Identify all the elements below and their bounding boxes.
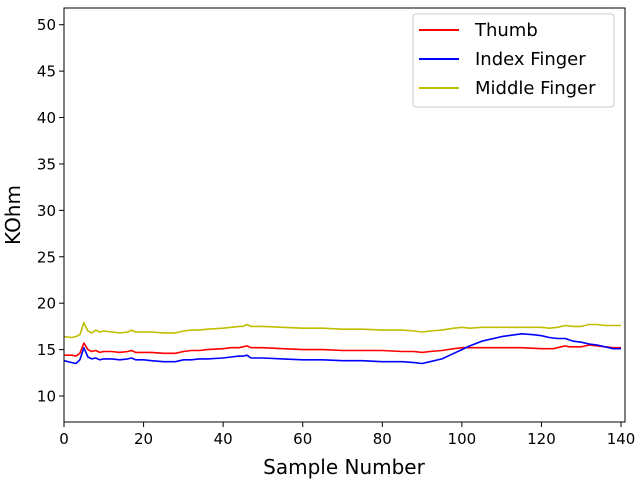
x-tick-label: 120 (527, 430, 556, 448)
axis-ticks: 0 20 40 60 80 100 120 140 10 15 20 25 30 35 40 45 50 (37, 16, 635, 448)
y-tick-label: 25 (37, 248, 56, 266)
y-tick-label: 40 (37, 109, 56, 127)
series-line-index-finger (63, 332, 621, 365)
y-tick-label: 50 (37, 16, 56, 34)
x-tick-label: 60 (293, 430, 312, 448)
y-tick-label: 10 (37, 388, 56, 406)
series-line-middle-finger (63, 321, 621, 339)
legend-label: Thumb (474, 20, 538, 41)
legend-label: Middle Finger (475, 78, 596, 99)
y-tick-label: 30 (37, 202, 56, 220)
plot-frame (63, 7, 626, 423)
x-tick-label: 40 (214, 430, 233, 448)
legend-label: Index Finger (475, 49, 586, 70)
series-line-thumb (64, 342, 621, 357)
y-tick-label: 35 (37, 155, 56, 173)
series-lines (63, 321, 621, 365)
x-tick-label: 100 (448, 430, 477, 448)
x-tick-label: 80 (373, 430, 392, 448)
x-tick-label: 140 (607, 430, 636, 448)
x-tick-label: 20 (134, 430, 153, 448)
x-axis-label: Sample Number (263, 455, 425, 479)
y-tick-label: 15 (37, 341, 56, 359)
y-axis-label: KOhm (1, 185, 25, 245)
x-tick-label: 0 (59, 430, 69, 448)
legend: Thumb Index Finger Middle Finger (412, 13, 615, 108)
y-tick-label: 20 (37, 295, 56, 313)
y-tick-label: 45 (37, 63, 56, 81)
legend-box (412, 13, 615, 108)
